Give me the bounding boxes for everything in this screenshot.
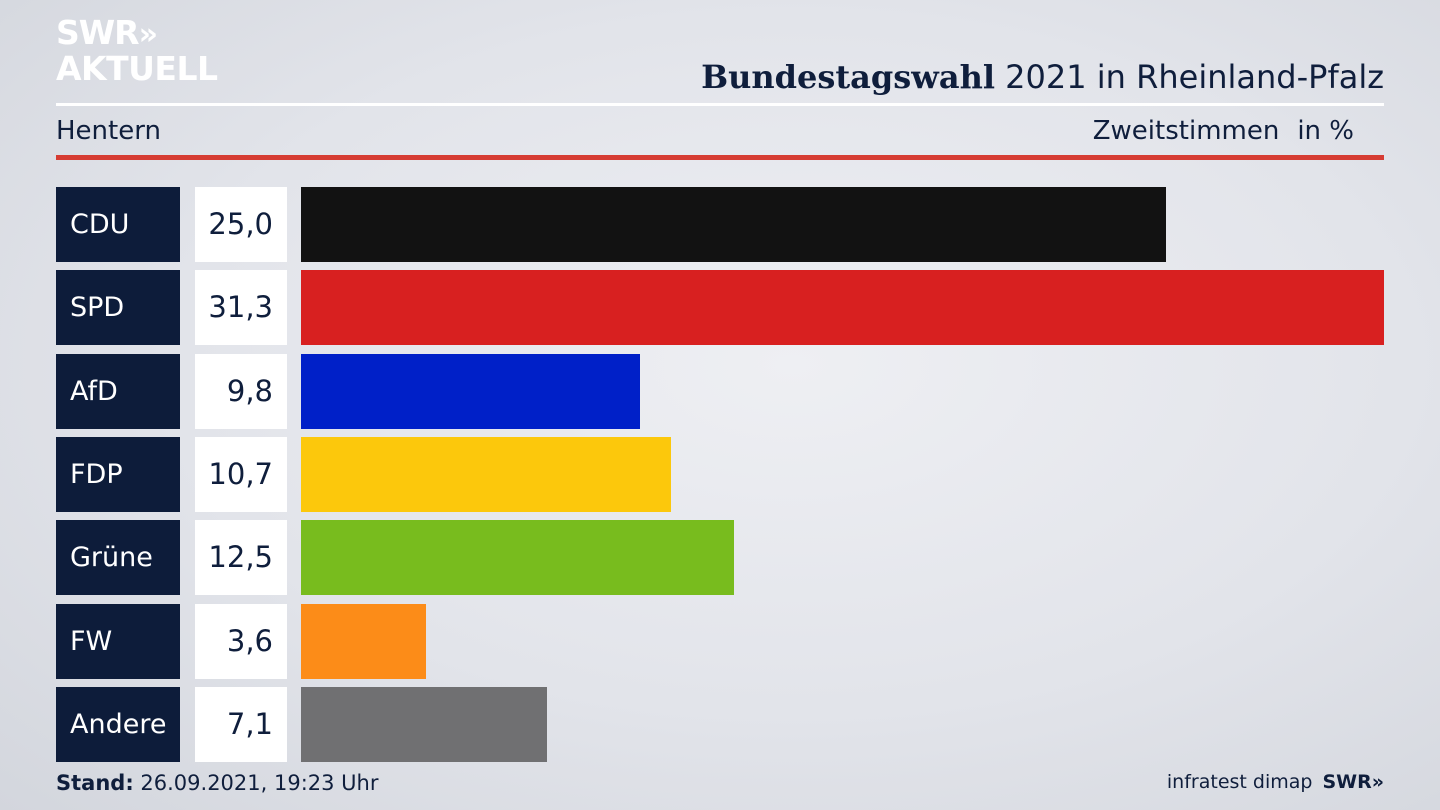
bar-fw <box>301 603 426 679</box>
party-label-andere: Andere <box>56 686 180 762</box>
value-label-fdp: 10,7 <box>195 436 287 512</box>
logo-swr-text: SWR <box>56 13 140 52</box>
bar-fdp <box>301 436 672 512</box>
bar-andere <box>301 686 547 762</box>
chart-title-rest: 2021 in Rheinland-Pfalz <box>995 58 1384 96</box>
party-label-fw: FW <box>56 603 180 679</box>
source-name: infratest dimap <box>1166 771 1313 793</box>
accent-divider <box>56 155 1384 160</box>
party-label-spd: SPD <box>56 270 180 346</box>
timestamp-label: Stand: <box>56 771 134 795</box>
bar-gr-ne <box>301 520 734 596</box>
source-credit: infratest dimap SWR» <box>1167 771 1384 793</box>
header-divider <box>56 103 1384 106</box>
value-label-gr-ne: 12,5 <box>195 520 287 596</box>
bar-cdu <box>301 187 1167 262</box>
party-label-cdu: CDU <box>56 187 180 262</box>
swr-small-logo: SWR» <box>1322 771 1384 793</box>
measure-label: Zweitstimmen in % <box>1093 116 1354 146</box>
value-label-cdu: 25,0 <box>195 187 287 262</box>
party-label-fdp: FDP <box>56 436 180 512</box>
chart-title: Bundestagswahl 2021 in Rheinland-Pfalz <box>701 58 1384 96</box>
value-label-andere: 7,1 <box>195 686 287 762</box>
location-label: Hentern <box>56 116 161 146</box>
bar-afd <box>301 353 641 429</box>
bar-spd <box>301 270 1384 346</box>
value-label-fw: 3,6 <box>195 603 287 679</box>
party-label-afd: AfD <box>56 353 180 429</box>
measure-name: Zweitstimmen <box>1092 116 1280 146</box>
logo-aktuell-text: AKTUELL <box>56 49 218 88</box>
measure-unit: in % <box>1297 116 1354 146</box>
swr-aktuell-logo: SWR» AKTUELL <box>56 16 218 85</box>
value-label-spd: 31,3 <box>195 270 287 346</box>
timestamp: Stand: 26.09.2021, 19:23 Uhr <box>56 771 379 795</box>
timestamp-value: 26.09.2021, 19:23 Uhr <box>133 771 379 795</box>
value-label-afd: 9,8 <box>195 353 287 429</box>
chart-title-bold: Bundestagswahl <box>701 58 995 96</box>
party-label-gr-ne: Grüne <box>56 520 180 596</box>
